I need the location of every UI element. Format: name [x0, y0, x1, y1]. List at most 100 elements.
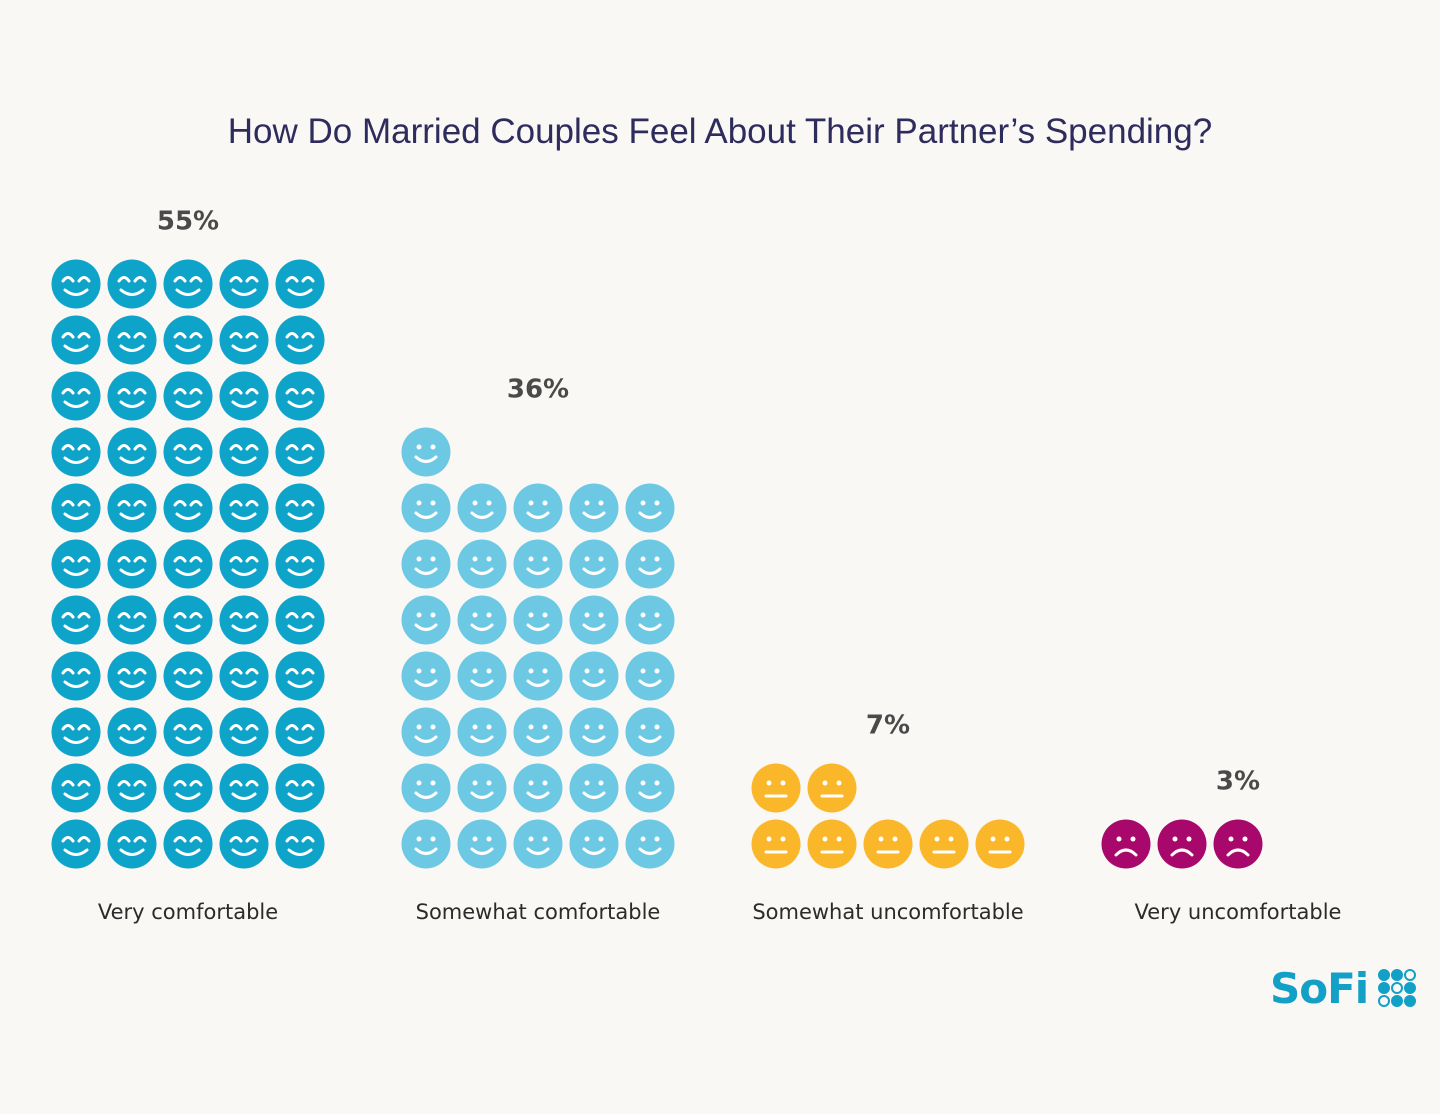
face-icon [163, 259, 213, 309]
face-icon [919, 819, 969, 869]
face-icon [51, 259, 101, 309]
face-icon [51, 707, 101, 757]
value-label: 55% [157, 207, 219, 237]
face-icon [457, 595, 507, 645]
chart-title: How Do Married Couples Feel About Their … [227, 112, 1213, 151]
face-icon [275, 483, 325, 533]
face-icon [513, 763, 563, 813]
category-group: 7% Somewhat uncomfortable [751, 711, 1025, 924]
face-icon [401, 707, 451, 757]
face-icon [51, 819, 101, 869]
face-icon [107, 483, 157, 533]
logo-text: SoFi [1270, 964, 1369, 1013]
face-icon [513, 483, 563, 533]
face-icon [107, 427, 157, 477]
face-icon [107, 763, 157, 813]
sofi-logo: SoFi [1270, 964, 1420, 1013]
face-icon [51, 427, 101, 477]
category-group: 55% Very comfortable [51, 207, 325, 924]
face-icon [401, 819, 451, 869]
face-icon [625, 707, 675, 757]
face-icon [625, 483, 675, 533]
face-icon [107, 371, 157, 421]
face-icon [51, 763, 101, 813]
face-icon [401, 539, 451, 589]
category-group: 36% Somewhat comfortable [401, 375, 675, 924]
face-icon [51, 595, 101, 645]
face-icon [975, 819, 1025, 869]
face-icon [457, 763, 507, 813]
face-icon [219, 259, 269, 309]
face-icon [457, 651, 507, 701]
face-icon [219, 763, 269, 813]
face-icon [163, 371, 213, 421]
face-icon [275, 595, 325, 645]
face-icon [51, 315, 101, 365]
face-icon [1157, 819, 1207, 869]
face-icon [275, 315, 325, 365]
face-icon [457, 483, 507, 533]
face-icon [401, 763, 451, 813]
face-icon [275, 539, 325, 589]
face-icon [107, 819, 157, 869]
value-label: 7% [866, 711, 910, 741]
face-icon [401, 483, 451, 533]
face-icon [51, 371, 101, 421]
face-icon [219, 483, 269, 533]
face-icon [51, 483, 101, 533]
face-icon [275, 707, 325, 757]
face-icon [163, 427, 213, 477]
face-icon [807, 819, 857, 869]
face-icon [163, 483, 213, 533]
face-icon [219, 819, 269, 869]
face-icon [513, 539, 563, 589]
face-icon [863, 819, 913, 869]
category-label: Very comfortable [98, 900, 278, 924]
face-icon [219, 651, 269, 701]
face-icon [107, 539, 157, 589]
category-label: Very uncomfortable [1135, 900, 1342, 924]
face-icon [275, 371, 325, 421]
face-icon [107, 259, 157, 309]
face-icon [569, 651, 619, 701]
face-icon [625, 819, 675, 869]
face-icon [401, 427, 451, 477]
face-icon [569, 707, 619, 757]
face-icon [457, 539, 507, 589]
face-icon [163, 819, 213, 869]
face-icon [513, 819, 563, 869]
face-icon [219, 539, 269, 589]
face-icon [513, 651, 563, 701]
face-icon [275, 763, 325, 813]
face-icon [275, 819, 325, 869]
face-icon [51, 651, 101, 701]
face-icon [1101, 819, 1151, 869]
face-icon [107, 651, 157, 701]
face-icon [625, 651, 675, 701]
face-icon [401, 651, 451, 701]
face-icon [219, 707, 269, 757]
category-label: Somewhat comfortable [416, 900, 661, 924]
face-icon [807, 763, 857, 813]
face-icon [219, 595, 269, 645]
face-icon [163, 763, 213, 813]
face-icon [625, 539, 675, 589]
face-icon [163, 539, 213, 589]
face-icon [569, 595, 619, 645]
category-group: 3% Very uncomfortable [1101, 767, 1342, 924]
face-icon [219, 315, 269, 365]
face-icon [569, 763, 619, 813]
face-icon [457, 707, 507, 757]
face-icon [51, 539, 101, 589]
face-icon [569, 819, 619, 869]
face-icon [275, 427, 325, 477]
face-icon [163, 315, 213, 365]
face-icon [163, 707, 213, 757]
value-label: 3% [1216, 767, 1260, 797]
face-icon [219, 427, 269, 477]
face-icon [569, 539, 619, 589]
face-icon [163, 595, 213, 645]
face-icon [625, 763, 675, 813]
face-icon [163, 651, 213, 701]
